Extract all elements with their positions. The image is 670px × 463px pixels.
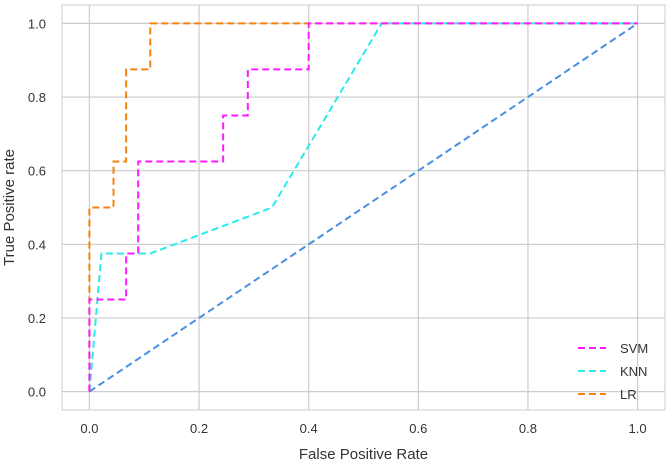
x-tick-label: 1.0	[629, 421, 647, 436]
x-tick-label: 0.6	[409, 421, 427, 436]
series-line-lr	[88, 22, 638, 392]
legend-label: KNN	[620, 364, 647, 379]
x-tick-label: 0.2	[190, 421, 208, 436]
y-tick-label: 0.2	[28, 311, 46, 326]
x-tick-labels: 0.0 0.2 0.4 0.6 0.8 1.0	[80, 421, 646, 436]
x-axis-label: False Positive Rate	[299, 446, 428, 463]
series-lines	[88, 22, 638, 392]
legend: SVM KNN LR	[578, 341, 648, 402]
x-tick-label: 0.8	[519, 421, 537, 436]
series-line-svm	[88, 22, 638, 392]
y-axis-label: True Positive rate	[1, 149, 18, 266]
y-tick-label: 0.0	[28, 385, 46, 400]
y-tick-label: 1.0	[28, 16, 46, 31]
reference-line	[88, 22, 639, 393]
y-tick-labels: 0.0 0.2 0.4 0.6 0.8 1.0	[28, 16, 46, 399]
y-tick-label: 0.4	[28, 237, 46, 252]
series-line-knn	[88, 22, 638, 392]
legend-label: LR	[620, 387, 637, 402]
y-tick-label: 0.8	[28, 90, 46, 105]
y-tick-label: 0.6	[28, 164, 46, 179]
x-tick-label: 0.0	[80, 421, 98, 436]
reference-diagonal	[88, 22, 639, 393]
x-tick-label: 0.4	[300, 421, 318, 436]
legend-label: SVM	[620, 341, 648, 356]
